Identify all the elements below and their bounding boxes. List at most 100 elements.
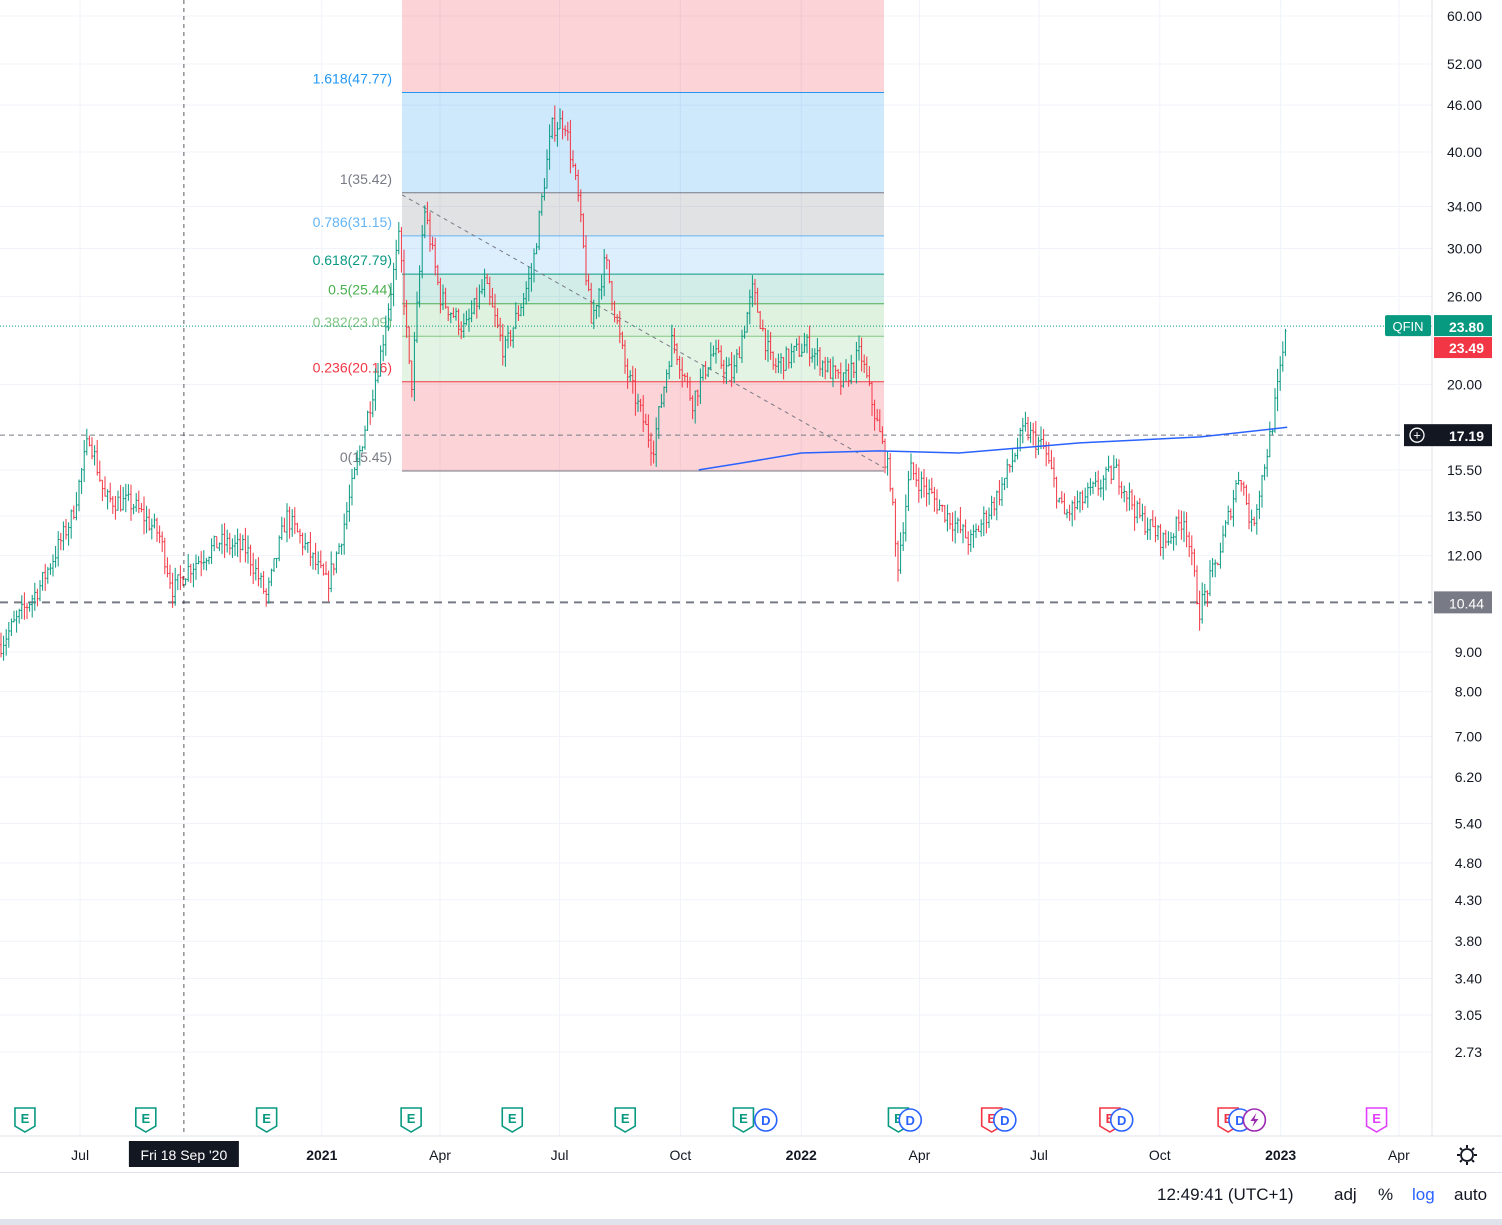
candle (616, 314, 619, 325)
candle (423, 205, 426, 239)
percent-toggle[interactable]: % (1378, 1185, 1394, 1204)
candle (704, 361, 707, 380)
log-toggle[interactable]: log (1412, 1185, 1435, 1204)
candle (1039, 426, 1043, 450)
price-tick-label: 4.80 (1455, 855, 1482, 871)
candle (808, 325, 811, 367)
candle (473, 298, 476, 315)
settings-gear-icon[interactable] (1457, 1145, 1477, 1165)
candle (77, 479, 81, 512)
candle (137, 490, 140, 514)
price-axis[interactable]: 60.00 52.00 46.00 40.00 34.00 30.00 26.00 20.00… (1385, 0, 1492, 1136)
candle (1182, 511, 1186, 543)
candle (1138, 498, 1141, 519)
price-chart[interactable]: 1.618(47.77) 1(35.42) 0.786(31.15) 0.618(27… (0, 0, 1502, 1172)
earnings-icon[interactable]: E (1365, 1107, 1388, 1133)
candle (761, 319, 764, 332)
candle (759, 310, 762, 330)
candle (0, 632, 3, 658)
earnings-icon[interactable]: E (501, 1107, 524, 1133)
candle (956, 517, 959, 534)
candle (215, 536, 218, 549)
candle (826, 357, 829, 373)
candle (413, 331, 416, 402)
candle (161, 531, 164, 553)
candle (64, 518, 68, 540)
time-tick-label: 2021 (306, 1147, 337, 1163)
candle (852, 362, 855, 379)
price-tick-label: 6.20 (1455, 769, 1482, 785)
fibonacci-extension[interactable]: 1.618(47.77) 1(35.42) 0.786(31.15) 0.618(27… (313, 0, 885, 472)
candle (1024, 411, 1027, 432)
candle (309, 532, 312, 567)
candle (20, 595, 23, 620)
fib-level-label: 0.5(25.44) (328, 282, 392, 298)
candle (941, 504, 944, 512)
fib-zone (402, 303, 884, 337)
candle (816, 338, 819, 366)
dividend-icon[interactable]: D (753, 1108, 778, 1132)
time-tick-label: 2023 (1265, 1147, 1296, 1163)
candle (361, 446, 364, 452)
earnings-icon[interactable]: E (614, 1107, 637, 1133)
moving-average-line (698, 426, 1288, 471)
candle (1216, 562, 1219, 566)
earnings-icon[interactable]: E (732, 1107, 755, 1133)
candle (163, 537, 166, 575)
earnings-icon-shape (14, 1107, 36, 1133)
earnings-icon[interactable]: E (134, 1107, 157, 1133)
candle (384, 315, 387, 356)
candle (577, 169, 580, 202)
fib-level-label: 0.236(20.16) (313, 360, 392, 376)
candle (1003, 477, 1006, 491)
candle (10, 618, 13, 637)
candle (519, 303, 523, 317)
split-icon[interactable] (1242, 1108, 1267, 1132)
candle (228, 532, 231, 555)
candle (1078, 491, 1082, 513)
earnings-icon[interactable]: E (400, 1107, 422, 1133)
horizontal-lines[interactable] (0, 325, 1432, 604)
candle (1240, 480, 1243, 492)
time-axis[interactable]: Jul 2021 Apr Jul Oct 2022 Apr Jul Oct 2023 Apr Fri … (0, 1135, 1502, 1167)
candle (592, 299, 595, 330)
candle (421, 225, 424, 279)
candle (1081, 490, 1084, 511)
candle (850, 354, 853, 385)
dividend-icon[interactable]: D (1109, 1108, 1134, 1132)
candle (865, 356, 868, 379)
adj-toggle[interactable]: adj (1334, 1185, 1357, 1204)
candle (184, 578, 187, 586)
candle (990, 495, 993, 520)
candle (860, 337, 863, 372)
price-tick-label: 12.00 (1447, 548, 1482, 564)
auto-toggle[interactable]: auto (1454, 1185, 1488, 1204)
candle (275, 557, 278, 569)
candle (933, 487, 936, 512)
dividend-letter: D (1117, 1113, 1126, 1128)
dividend-icon[interactable]: D (993, 1108, 1017, 1132)
dividend-icon[interactable]: D (898, 1108, 923, 1132)
candle (543, 178, 546, 201)
candle (460, 321, 463, 340)
price-tick-label: 7.00 (1455, 728, 1482, 744)
candle (114, 496, 117, 520)
dividend-letter: D (1000, 1113, 1009, 1128)
candle (556, 121, 559, 147)
time-tick-label: Oct (670, 1147, 692, 1163)
candle (792, 345, 796, 364)
candle (1149, 519, 1152, 540)
candle (545, 149, 549, 189)
candle (1221, 525, 1225, 553)
candle (111, 496, 114, 514)
candle (1224, 520, 1227, 538)
candle (930, 477, 933, 494)
earnings-icon[interactable]: E (14, 1107, 36, 1133)
candle (213, 535, 216, 552)
candle (782, 357, 785, 380)
grid (0, 0, 1432, 1136)
earnings-icon[interactable]: E (255, 1107, 278, 1133)
candle (1242, 481, 1245, 496)
candle (525, 281, 528, 305)
